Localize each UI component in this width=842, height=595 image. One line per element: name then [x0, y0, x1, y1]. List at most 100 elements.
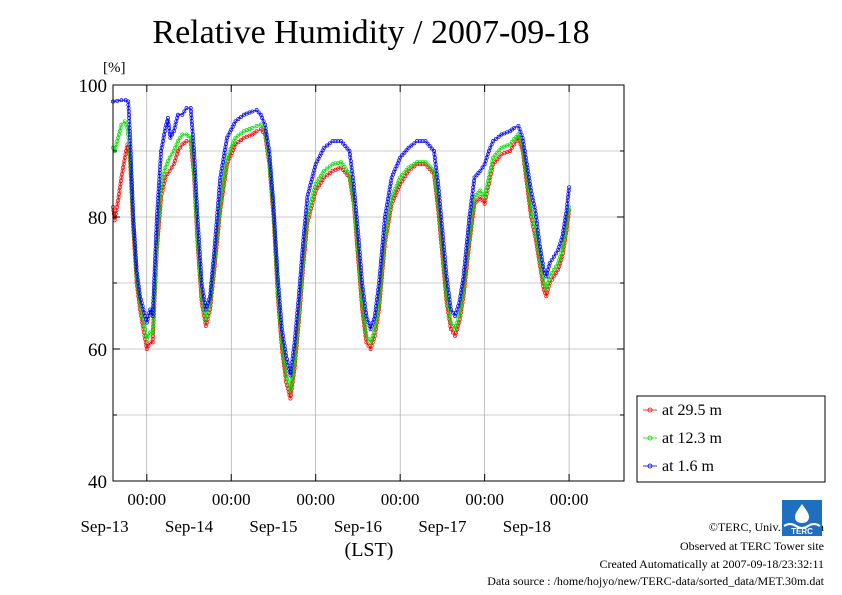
date-label: Sep-13	[80, 517, 128, 536]
data-point	[415, 160, 420, 165]
data-point	[415, 139, 420, 144]
data-point	[317, 183, 322, 188]
data-point	[180, 132, 185, 137]
data-point	[371, 337, 376, 342]
data-point	[175, 152, 179, 157]
data-point	[315, 179, 320, 184]
data-point	[558, 254, 563, 259]
data-point	[333, 139, 338, 144]
data-point	[554, 251, 558, 256]
data-point	[508, 149, 512, 153]
logo-text: TERC	[791, 527, 813, 536]
data-point	[453, 333, 458, 338]
data-point	[173, 155, 178, 160]
data-point	[178, 135, 183, 140]
data-point	[174, 142, 179, 147]
data-point	[184, 139, 189, 144]
data-point	[425, 141, 430, 146]
data-point	[258, 112, 263, 117]
data-point	[476, 197, 481, 202]
data-point	[493, 153, 498, 158]
data-point	[485, 152, 490, 157]
legend-label: at 1.6 m	[662, 458, 715, 475]
data-point	[325, 143, 329, 148]
data-point	[327, 171, 332, 175]
data-point	[472, 175, 477, 180]
legend-box	[636, 395, 826, 483]
data-point	[478, 168, 483, 173]
data-point	[455, 320, 460, 325]
data-point	[478, 188, 483, 193]
data-point	[325, 166, 329, 171]
data-point	[236, 117, 241, 122]
data-point	[369, 337, 374, 342]
data-point	[171, 162, 176, 167]
data-point	[417, 139, 422, 144]
data-point	[491, 155, 496, 160]
data-point	[146, 343, 151, 348]
series-line	[112, 128, 570, 399]
terc-logo-icon: TERC	[782, 500, 822, 536]
data-point	[343, 144, 348, 149]
data-point	[119, 98, 124, 103]
data-point	[512, 137, 517, 142]
data-point	[254, 108, 259, 113]
legend-label: at 29.5 m	[662, 402, 723, 419]
date-label: Sep-18	[503, 517, 551, 536]
data-point	[250, 125, 255, 130]
series-3	[111, 98, 572, 378]
data-point	[148, 340, 153, 345]
data-point	[484, 155, 489, 160]
data-point	[169, 152, 174, 157]
data-point	[519, 142, 524, 147]
data-point	[483, 158, 488, 163]
data-point	[510, 139, 515, 144]
data-point	[170, 132, 175, 137]
data-point	[402, 150, 407, 155]
data-point	[423, 139, 428, 144]
data-point	[180, 112, 185, 117]
data-point	[541, 281, 546, 285]
data-point	[207, 297, 212, 302]
data-point	[364, 314, 369, 318]
data-point	[423, 160, 428, 165]
data-point	[205, 304, 209, 309]
data-point	[119, 122, 124, 127]
legend-item: at 1.6 m	[643, 458, 715, 475]
data-point	[364, 340, 369, 345]
data-point	[556, 261, 561, 266]
data-point	[497, 148, 502, 153]
data-point	[165, 172, 170, 177]
data-point	[398, 175, 403, 180]
axis-ticks	[113, 84, 624, 482]
data-point	[493, 136, 498, 141]
data-point	[364, 333, 369, 338]
data-point	[261, 119, 266, 124]
data-point	[558, 261, 563, 266]
time-tick-label: 00:00	[212, 490, 251, 509]
data-point	[163, 175, 168, 180]
data-point	[455, 327, 460, 332]
data-point	[543, 290, 547, 295]
legend-label: at 12.3 m	[662, 430, 723, 447]
data-point	[176, 112, 180, 117]
data-point	[559, 257, 564, 262]
y-axis-label: [%]	[103, 60, 126, 76]
data-point	[148, 330, 153, 335]
data-point	[164, 162, 169, 167]
data-point	[144, 337, 149, 342]
data-point	[322, 168, 327, 173]
data-point	[557, 257, 562, 262]
data-point	[369, 323, 374, 328]
data-point	[371, 330, 376, 335]
data-point	[549, 257, 554, 262]
series-1	[111, 127, 572, 401]
data-point	[256, 110, 261, 115]
data-point	[417, 160, 422, 165]
data-point	[322, 175, 327, 180]
series-line	[112, 99, 570, 376]
data-point	[456, 323, 461, 328]
data-point	[320, 178, 325, 182]
axis-labels: 40 60 80 100[%] 00:00 00:00 00:00 00:00 00:00 00:…	[79, 60, 589, 561]
